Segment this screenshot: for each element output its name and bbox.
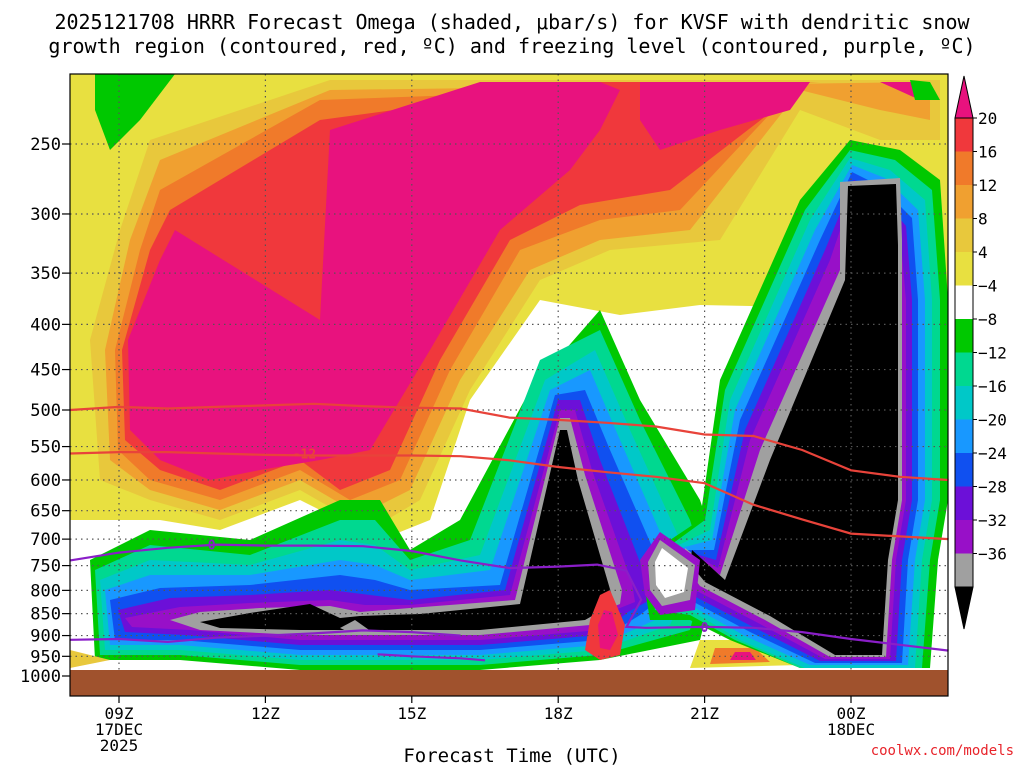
x-tick-label: 17DEC: [95, 720, 143, 739]
omega-shaded-field: [70, 74, 948, 670]
y-tick-label: 650: [30, 502, 61, 522]
chart-title-line1: 2025121708 HRRR Forecast Omega (shaded, …: [54, 10, 970, 34]
y-tick-label: 300: [30, 205, 61, 225]
colorbar-swatch: [955, 486, 973, 520]
colorbar-label: −16: [978, 377, 1007, 396]
colorbar-label: −32: [978, 511, 1007, 530]
freezing-level-contour-lower: [70, 629, 461, 644]
grid-lines: [70, 74, 948, 670]
colorbar-swatch: [955, 118, 973, 152]
chart-title-line2: growth region (contoured, red, ºC) and f…: [48, 34, 976, 58]
y-axis: 2503003504004505005506006507007508008509…: [20, 135, 70, 687]
colorbar-label: 20: [978, 109, 997, 128]
colorbar-top-arrow: [954, 75, 974, 119]
x-axis-label: Forecast Time (UTC): [403, 745, 621, 767]
y-tick-label: 600: [30, 471, 61, 491]
colorbar-label: 8: [978, 210, 988, 229]
x-tick-label: 21Z: [690, 704, 719, 723]
plot-frame: [69, 73, 949, 697]
y-tick-label: 250: [30, 135, 61, 155]
colorbar-swatch: [955, 520, 973, 554]
y-tick-label: 850: [30, 605, 61, 625]
y-tick-label: 400: [30, 315, 61, 335]
colorbar-label: 4: [978, 243, 988, 262]
colorbar-swatch: [955, 319, 973, 353]
colorbar-bottom-arrow: [954, 586, 974, 630]
colorbar-label: −28: [978, 478, 1007, 497]
colorbar-swatch: [955, 386, 973, 420]
colorbar-label: −4: [978, 277, 997, 296]
y-tick-label: 450: [30, 361, 61, 381]
colorbar-swatch: [955, 185, 973, 219]
colorbar-swatch: [955, 285, 973, 319]
contours: [70, 402, 949, 662]
colorbar-label: −24: [978, 444, 1007, 463]
x-tick-label: 00Z: [837, 704, 866, 723]
colorbar: 20 16 12 8 4 −4 −8 −12 −16 −20 −24 −28 −32 −36: [954, 75, 1007, 630]
x-tick-label: 15Z: [397, 704, 426, 723]
x-tick-label: 2025: [100, 736, 139, 755]
x-tick-label: 12Z: [251, 704, 280, 723]
y-tick-label: 700: [30, 530, 61, 550]
y-tick-label: 350: [30, 264, 61, 284]
colorbar-swatch: [955, 218, 973, 252]
y-tick-label: 800: [30, 581, 61, 601]
y-tick-label: 500: [30, 401, 61, 421]
colorbar-swatch: [955, 151, 973, 185]
colorbar-swatch: [955, 553, 973, 587]
colorbar-label: −20: [978, 411, 1007, 430]
dgz-bottom-contour: [70, 451, 949, 541]
freezing-level-contour: [70, 543, 949, 652]
x-tick-label: 09Z: [105, 704, 134, 723]
x-tick-label: 18DEC: [827, 720, 875, 739]
ground-surface: [70, 670, 948, 696]
colorbar-label: 12: [978, 176, 997, 195]
freezing-level-contour-surface: [377, 653, 486, 662]
dgz-top-contour: [70, 402, 949, 482]
contour-label: 0: [701, 621, 709, 636]
contour-label: -12: [293, 447, 316, 462]
y-tick-label: 950: [30, 647, 61, 667]
x-tick-label: 18Z: [544, 704, 573, 723]
contour-label: 0: [208, 539, 216, 554]
colorbar-swatch: [955, 453, 973, 487]
colorbar-swatch: [955, 419, 973, 453]
credit-link[interactable]: coolwx.com/models: [870, 743, 1014, 759]
colorbar-swatch: [955, 352, 973, 386]
contour-labels: -12 0 0: [208, 447, 709, 635]
colorbar-label: −12: [978, 344, 1007, 363]
colorbar-swatch: [955, 252, 973, 286]
y-tick-label: 1000: [20, 667, 61, 687]
colorbar-label: −36: [978, 545, 1007, 564]
colorbar-label: 16: [978, 143, 997, 162]
y-tick-label: 750: [30, 557, 61, 577]
y-tick-label: 550: [30, 438, 61, 458]
y-tick-label: 900: [30, 627, 61, 647]
colorbar-label: −8: [978, 310, 997, 329]
